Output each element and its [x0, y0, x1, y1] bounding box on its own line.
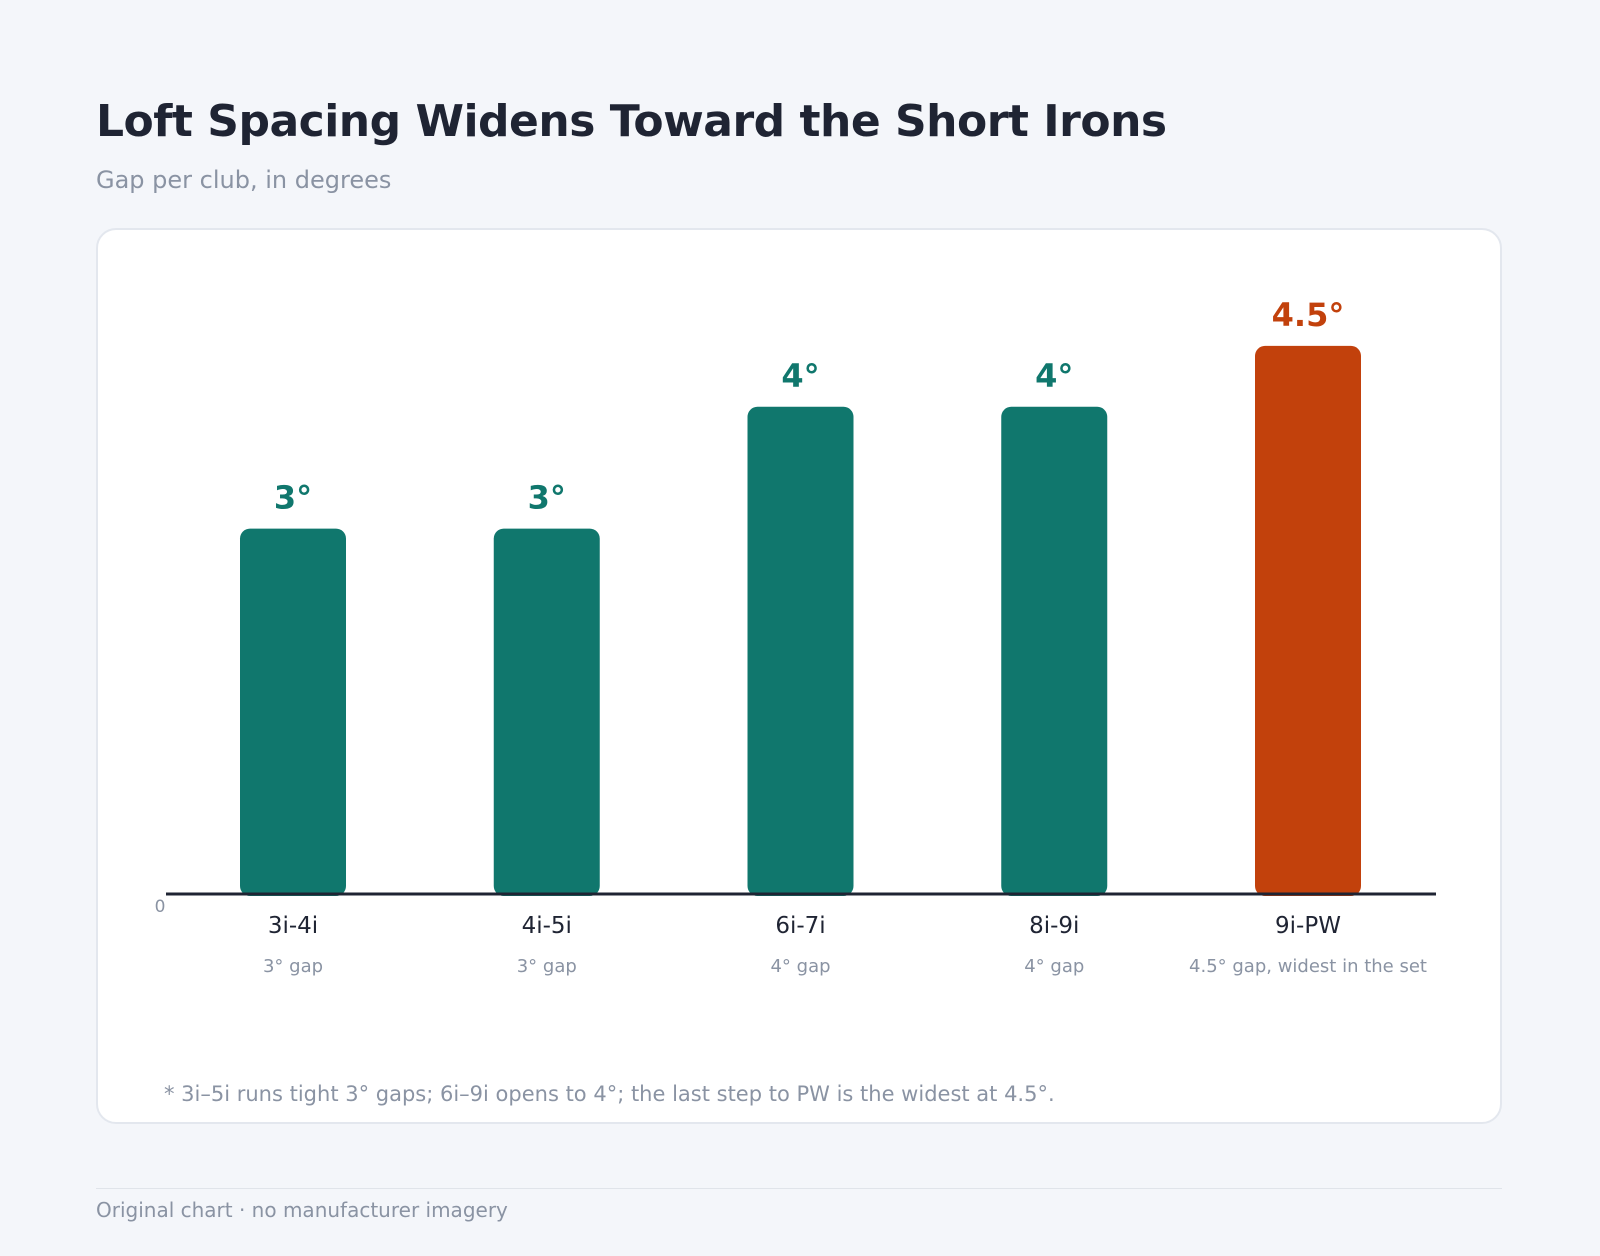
x-tick-label: 4i-5i	[522, 913, 572, 939]
x-tick-label: 3i-4i	[268, 913, 318, 939]
chart-note: * 3i–5i runs tight 3° gaps; 6i–9i opens …	[164, 1082, 1055, 1106]
bar-value-label: 4.5°	[1272, 296, 1345, 334]
x-sub-label: 4° gap	[1024, 956, 1084, 977]
bar-8i-9i	[1001, 406, 1108, 896]
bar-value-label: 4°	[781, 357, 819, 395]
footer-divider	[96, 1188, 1502, 1189]
footer-credit: Original chart · no manufacturer imagery	[96, 1198, 508, 1222]
chart-title: Loft Spacing Widens Toward the Short Iro…	[96, 96, 1167, 147]
bar-6i-7i	[747, 406, 854, 896]
x-tick-label: 6i-7i	[775, 913, 825, 939]
x-tick-label: 9i-PW	[1275, 913, 1341, 939]
bar-9i-PW	[1255, 345, 1361, 896]
bar-value-label: 3°	[274, 479, 312, 517]
bar-3i-4i	[240, 528, 346, 896]
x-sub-label: 3° gap	[517, 956, 577, 977]
x-sub-label: 3° gap	[263, 956, 323, 977]
chart-subtitle: Gap per club, in degrees	[96, 166, 392, 194]
x-sub-label: 4.5° gap, widest in the set	[1189, 956, 1427, 977]
y-tick-label: 0	[155, 897, 166, 917]
x-sub-label: 4° gap	[770, 956, 830, 977]
bar-4i-5i	[493, 528, 600, 896]
bar-value-label: 4°	[1035, 357, 1073, 395]
x-tick-label: 8i-9i	[1029, 913, 1079, 939]
bar-value-label: 3°	[528, 479, 566, 517]
